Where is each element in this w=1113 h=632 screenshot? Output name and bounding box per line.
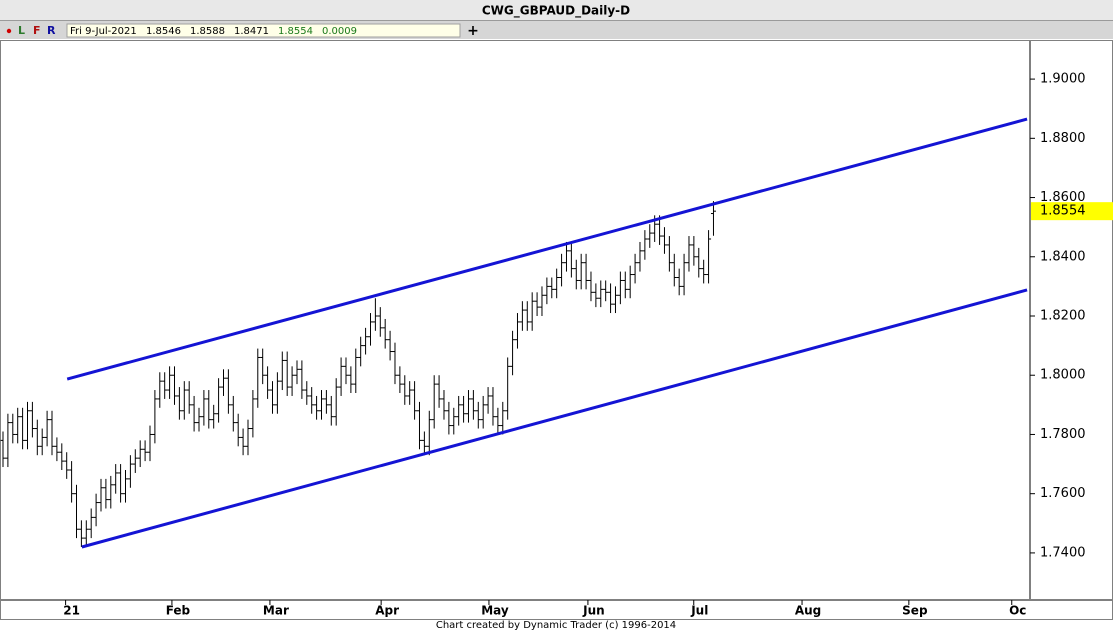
toolbar-button[interactable]: L <box>18 24 25 37</box>
add-button[interactable]: + <box>467 23 479 39</box>
x-tick-label: Apr <box>375 604 399 618</box>
x-tick-label: Oc <box>1009 604 1026 618</box>
toolbar-button[interactable]: F <box>33 24 41 37</box>
trend-line <box>81 288 1028 549</box>
x-tick-label: Jul <box>690 604 708 618</box>
x-tick-label: Jun <box>582 604 605 618</box>
x-tick-label: Mar <box>263 604 289 618</box>
info-high: 1.8588 <box>190 26 225 37</box>
y-tick-label: 1.8400 <box>1040 249 1086 264</box>
status-dot <box>6 28 12 34</box>
x-tick-label: Aug <box>795 604 821 618</box>
y-tick-label: 1.8600 <box>1040 190 1086 205</box>
x-tick-label: Sep <box>902 604 928 618</box>
y-tick-label: 1.8200 <box>1040 309 1086 324</box>
info-date: Fri 9-Jul-2021 <box>70 26 137 37</box>
info-close: 1.8554 <box>278 26 313 37</box>
chart-title: CWG_GBPAUD_Daily-D <box>482 4 630 19</box>
credit: Chart created by Dynamic Trader (c) 1996… <box>436 620 676 631</box>
last-price-box <box>1031 202 1113 221</box>
title-bar <box>0 0 1113 20</box>
y-tick-label: 1.7400 <box>1040 545 1086 560</box>
toolbar-button[interactable]: R <box>47 24 56 37</box>
last-price-label: 1.8554 <box>1040 204 1086 219</box>
y-tick-label: 1.8000 <box>1040 368 1086 383</box>
info-box <box>66 23 461 38</box>
y-tick-label: 1.7600 <box>1040 486 1086 501</box>
y-tick-label: 1.9000 <box>1040 72 1086 87</box>
y-tick-label: 1.7800 <box>1040 427 1086 442</box>
plot-area <box>0 40 1030 600</box>
y-axis-panel <box>1030 40 1113 600</box>
info-change: 0.0009 <box>322 26 357 37</box>
x-tick-label: 21 <box>63 604 80 618</box>
x-tick-label: Feb <box>166 604 191 618</box>
trend-line <box>66 117 1028 381</box>
x-tick-label: May <box>481 604 509 618</box>
y-tick-label: 1.8800 <box>1040 131 1086 146</box>
info-low: 1.8471 <box>234 26 269 37</box>
info-open: 1.8546 <box>146 26 181 37</box>
